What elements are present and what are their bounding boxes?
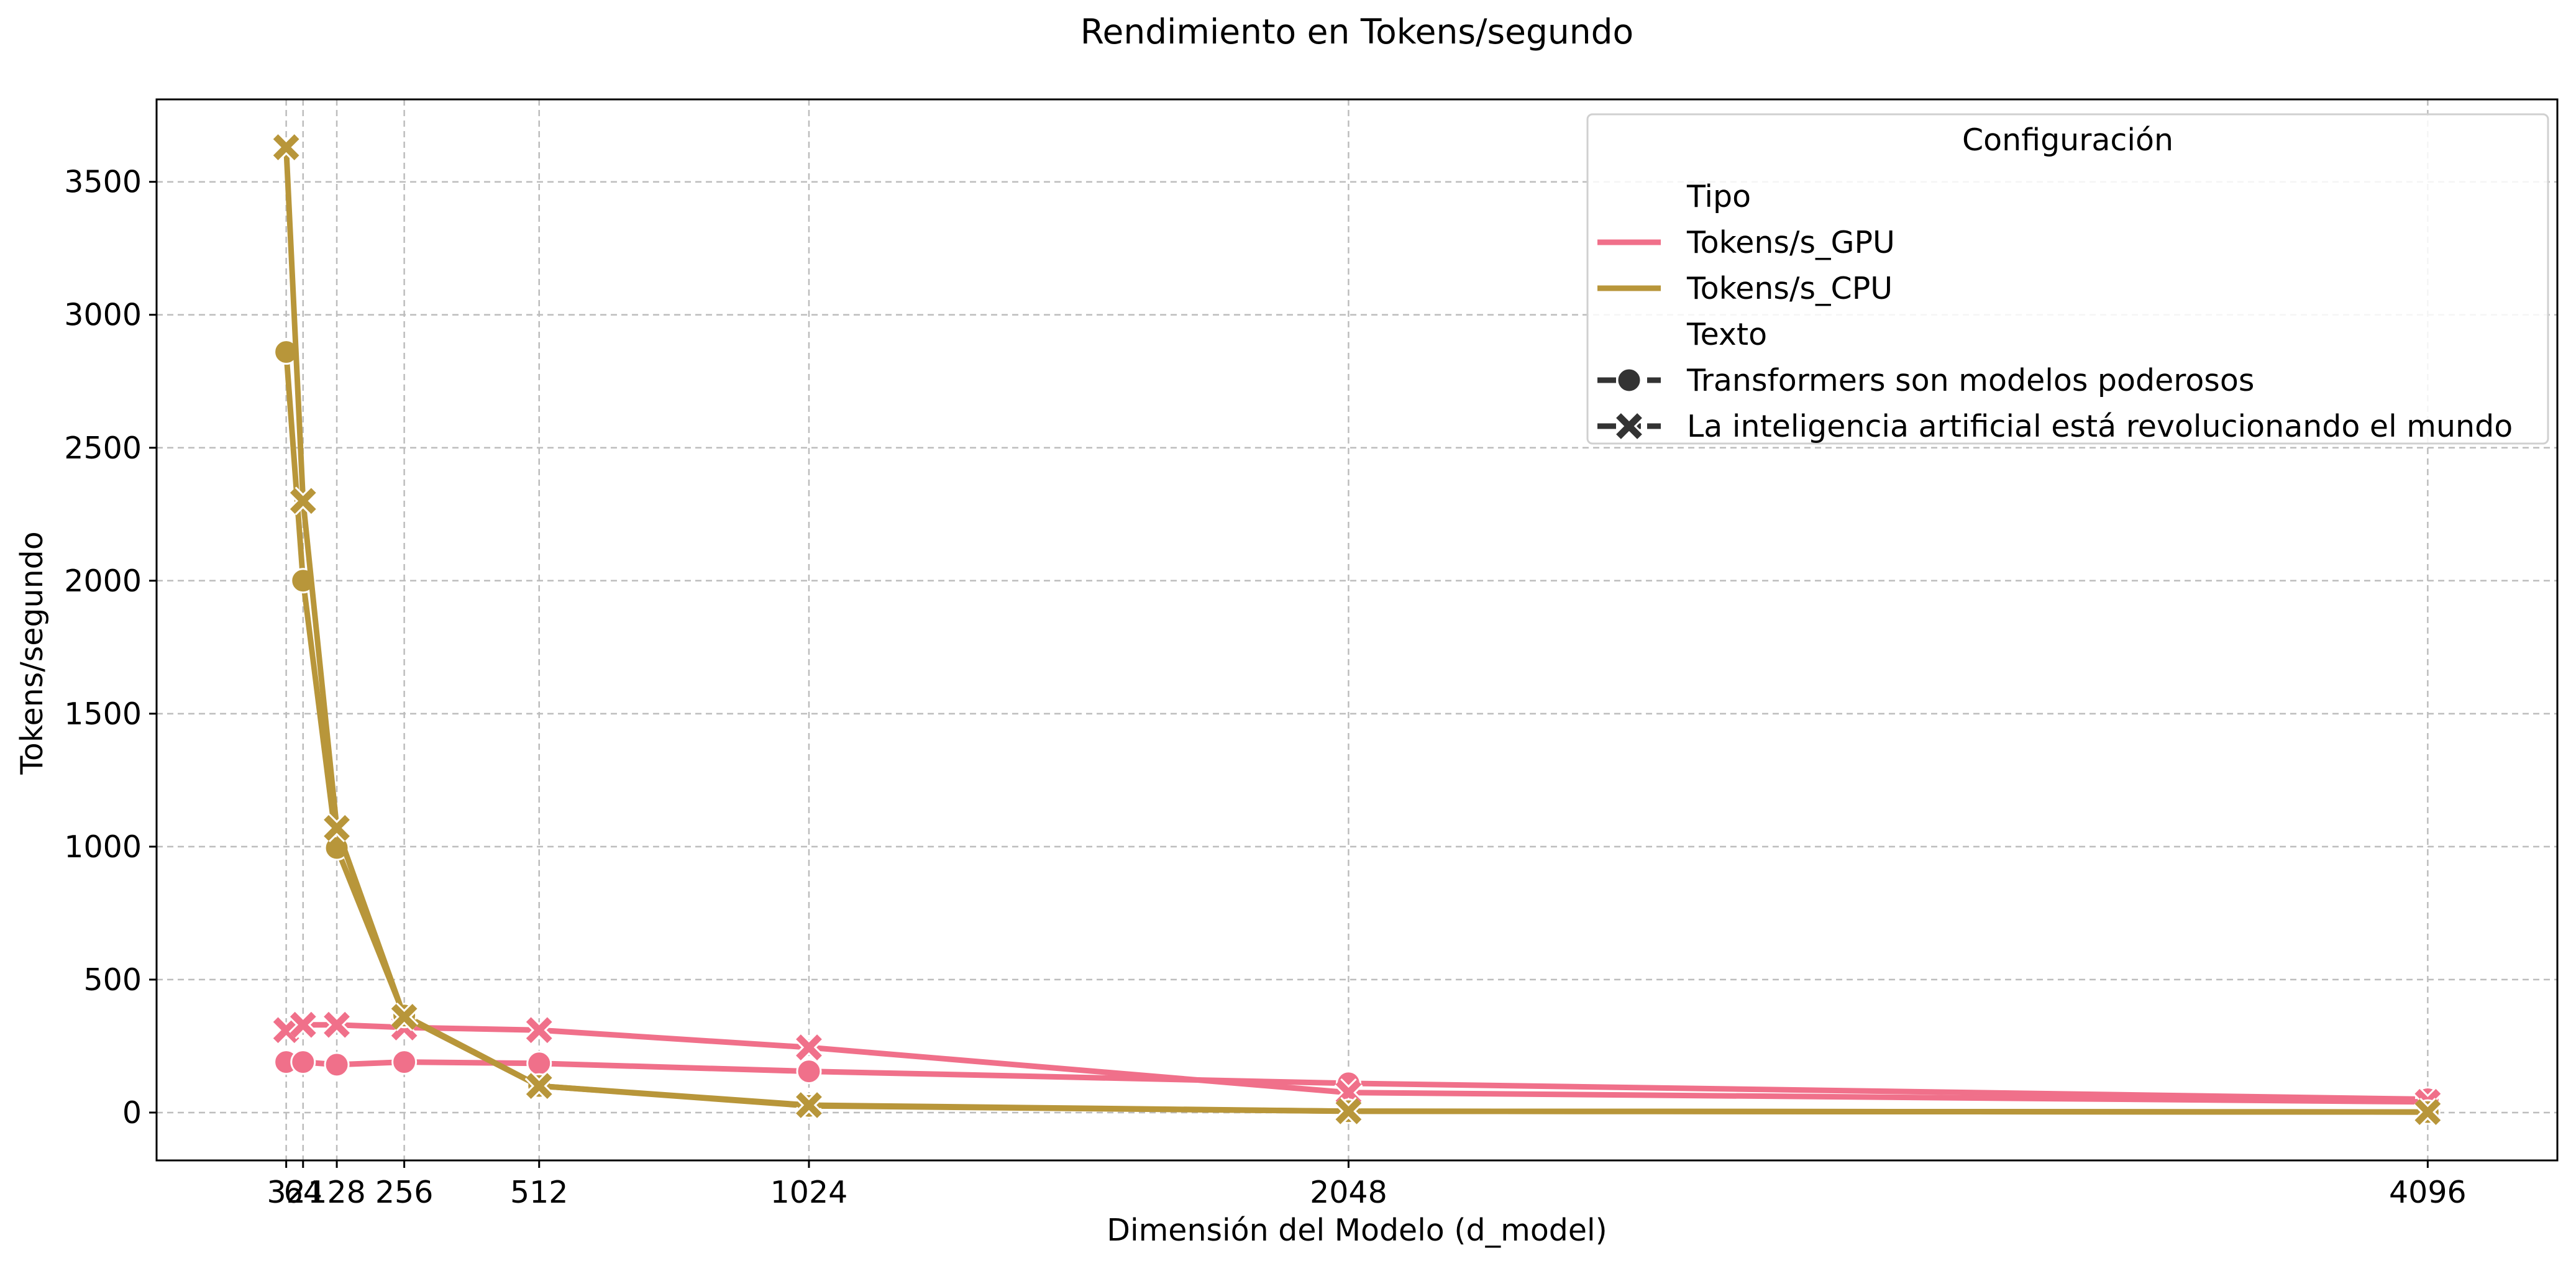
legend-entry-label: Tokens/s_CPU bbox=[1686, 271, 1893, 306]
y-tick-label: 1500 bbox=[64, 696, 142, 732]
series-line bbox=[283, 144, 2431, 1115]
legend-entry-label: Transformers son modelos poderosos bbox=[1686, 363, 2254, 398]
data-point-x bbox=[322, 1010, 352, 1039]
data-point-x bbox=[322, 813, 352, 842]
x-axis-label: Dimensión del Modelo (d_model) bbox=[1107, 1213, 1607, 1248]
legend-entry-label: La inteligencia artificial está revoluci… bbox=[1687, 409, 2513, 444]
y-tick-label: 2500 bbox=[64, 430, 142, 466]
legend-box bbox=[1586, 113, 2549, 445]
x-tick-label: 2048 bbox=[1310, 1175, 1387, 1210]
x-tick-label: 4096 bbox=[2389, 1175, 2467, 1210]
data-point-x bbox=[288, 1010, 317, 1039]
legend-title: Configuración bbox=[1962, 122, 2173, 158]
legend-group-title-hue: Tipo bbox=[1686, 179, 1751, 214]
x-tick-label: 512 bbox=[510, 1175, 569, 1210]
x-tick-label: 32 bbox=[267, 1175, 305, 1210]
x-marker-stroke bbox=[1616, 413, 1642, 439]
data-point-x bbox=[272, 1016, 301, 1045]
x-marker-stroke bbox=[324, 1011, 350, 1038]
x-marker-stroke bbox=[290, 488, 316, 514]
legend-marker-circle bbox=[1616, 367, 1642, 393]
data-point-x bbox=[524, 1072, 554, 1101]
plot-area-frame bbox=[155, 98, 2559, 1162]
data-point-circle bbox=[391, 1049, 418, 1075]
y-tick-label: 2000 bbox=[64, 563, 142, 599]
data-point-x bbox=[2413, 1098, 2442, 1127]
data-point-circle bbox=[290, 1049, 316, 1075]
data-point-x bbox=[794, 1033, 823, 1062]
legend: Configuración Tipo Tokens/s_GPU Tokens/s_CP… bbox=[1586, 113, 2549, 445]
x-marker-stroke bbox=[273, 134, 299, 160]
x-marker-stroke bbox=[324, 815, 350, 841]
data-point-x bbox=[288, 486, 317, 516]
y-tick-label: 3500 bbox=[64, 165, 142, 200]
y-tick-label: 0 bbox=[122, 1095, 142, 1131]
x-tick-label: 1024 bbox=[770, 1175, 848, 1210]
x-marker-stroke bbox=[796, 1034, 822, 1060]
x-marker-stroke bbox=[391, 1003, 418, 1030]
data-point-x bbox=[390, 1002, 419, 1031]
data-point-x bbox=[1334, 1096, 1363, 1126]
x-marker-stroke bbox=[526, 1073, 552, 1100]
y-tick-label: 3000 bbox=[64, 298, 142, 333]
series-3 bbox=[272, 133, 2442, 1127]
data-point-circle bbox=[324, 1052, 350, 1078]
y-tick-label: 500 bbox=[83, 962, 142, 998]
data-point-x bbox=[794, 1090, 823, 1119]
data-point-circle bbox=[526, 1050, 552, 1077]
data-point-x bbox=[524, 1016, 554, 1045]
chart-title: Rendimiento en Tokens/segundo bbox=[1080, 12, 1633, 52]
legend-group-title-style: Texto bbox=[1686, 317, 1767, 352]
x-tick-label: 256 bbox=[375, 1175, 434, 1210]
data-point-x bbox=[272, 133, 301, 162]
y-tick-label: 1000 bbox=[64, 829, 142, 865]
x-marker-stroke bbox=[273, 1017, 299, 1044]
data-point-circle bbox=[796, 1059, 822, 1085]
x-tick-label: 128 bbox=[308, 1175, 366, 1210]
y-axis-label: Tokens/segundo bbox=[14, 531, 50, 775]
x-marker-stroke bbox=[796, 1092, 822, 1118]
legend-marker-x bbox=[1614, 411, 1644, 441]
x-marker-stroke bbox=[526, 1017, 552, 1044]
x-marker-stroke bbox=[290, 1011, 316, 1038]
x-marker-stroke bbox=[1335, 1098, 1362, 1124]
series-layer bbox=[272, 133, 2442, 1127]
legend-entry-label: Tokens/s_GPU bbox=[1686, 225, 1895, 260]
x-tick-label: 64 bbox=[284, 1175, 322, 1210]
x-marker-stroke bbox=[2414, 1099, 2441, 1125]
